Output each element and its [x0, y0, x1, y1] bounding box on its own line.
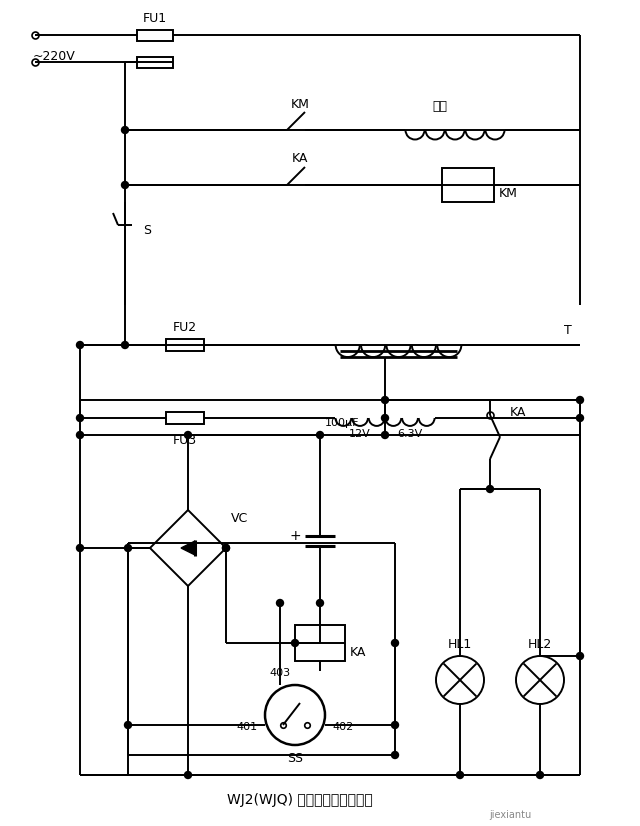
Text: HL2: HL2 [528, 638, 552, 651]
Text: T: T [564, 325, 572, 338]
Text: S: S [143, 224, 151, 236]
Circle shape [291, 639, 298, 647]
Text: KM: KM [291, 97, 309, 111]
Text: 12V: 12V [349, 429, 371, 439]
Circle shape [381, 431, 388, 439]
Text: 401: 401 [236, 722, 257, 732]
Circle shape [77, 431, 83, 439]
Bar [442, 168, 494, 202]
Text: 电炉: 电炉 [433, 99, 447, 112]
Bar [137, 30, 173, 40]
Circle shape [381, 396, 388, 403]
Text: 6.3V: 6.3V [397, 429, 422, 439]
Text: VC: VC [231, 512, 248, 525]
Circle shape [381, 415, 388, 421]
Text: FU3: FU3 [173, 434, 197, 447]
Circle shape [77, 341, 83, 349]
Circle shape [125, 544, 131, 552]
Circle shape [392, 639, 399, 647]
Circle shape [486, 486, 493, 492]
Circle shape [536, 771, 543, 778]
Text: jiexiantu: jiexiantu [489, 810, 531, 820]
Polygon shape [181, 541, 195, 555]
Text: FU1: FU1 [143, 12, 167, 25]
Circle shape [122, 341, 129, 349]
Bar [166, 339, 204, 351]
Circle shape [456, 771, 463, 778]
Bar [166, 412, 204, 424]
Text: KM: KM [499, 187, 518, 200]
Text: 402: 402 [332, 722, 354, 732]
Circle shape [577, 396, 584, 403]
Circle shape [276, 600, 284, 606]
Circle shape [577, 653, 584, 659]
Text: KA: KA [350, 645, 366, 658]
Text: 403: 403 [269, 668, 291, 678]
Circle shape [122, 126, 129, 134]
Bar [137, 56, 173, 68]
Text: SS: SS [287, 752, 303, 766]
Circle shape [223, 544, 230, 552]
Circle shape [577, 415, 584, 421]
Text: WJ2(WJQ) 电接点压力式温度计: WJ2(WJQ) 电接点压力式温度计 [227, 793, 373, 807]
Circle shape [184, 771, 191, 778]
Circle shape [122, 182, 129, 188]
Text: FU2: FU2 [173, 321, 197, 334]
Text: 100μF: 100μF [325, 418, 360, 428]
Bar [295, 625, 345, 661]
Text: KA: KA [292, 153, 308, 165]
Circle shape [125, 721, 131, 729]
Circle shape [317, 431, 323, 439]
Circle shape [77, 415, 83, 421]
Circle shape [184, 431, 191, 439]
Text: KA: KA [510, 406, 526, 419]
Circle shape [317, 600, 323, 606]
Text: HL1: HL1 [448, 638, 472, 651]
Text: ~220V: ~220V [33, 50, 76, 64]
Circle shape [392, 752, 399, 758]
Circle shape [223, 544, 230, 552]
Circle shape [392, 721, 399, 729]
Circle shape [77, 544, 83, 552]
Text: +: + [289, 529, 301, 543]
